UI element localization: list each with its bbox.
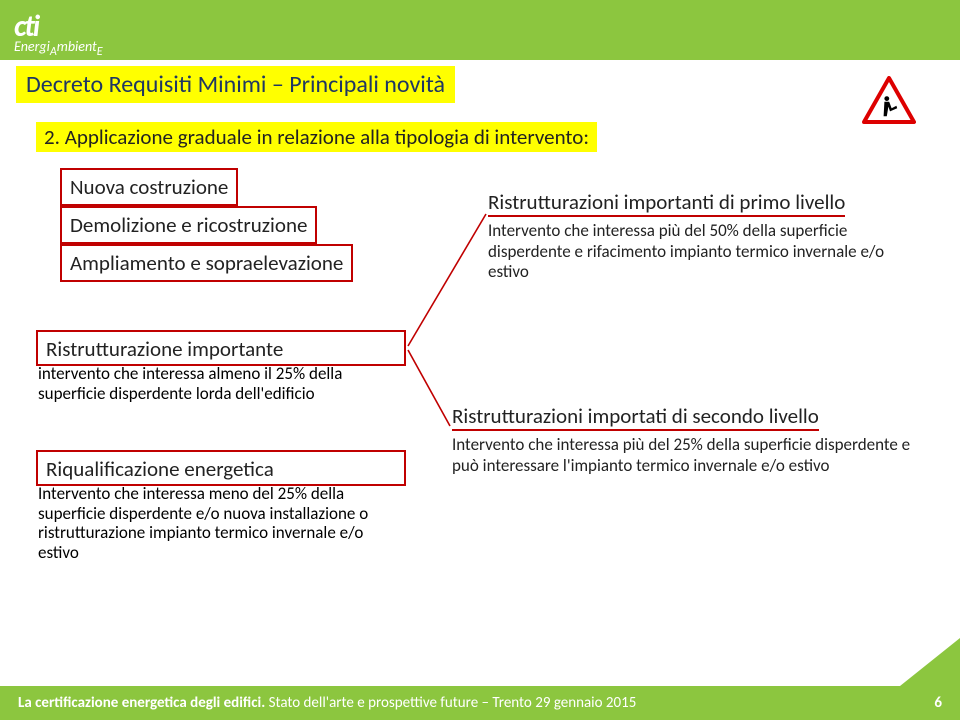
right-title: Ristrutturazioni importanti di primo liv… [488, 190, 845, 217]
right-body: Intervento che interessa più del 25% del… [452, 435, 912, 476]
intro-text: 2. Applicazione graduale in relazione al… [36, 122, 597, 152]
box-title: Ristrutturazione importante [46, 336, 396, 362]
footer-rest: Stato dell'arte e prospettive future – T… [265, 694, 636, 712]
footer-bar: La certificazione energetica degli edifi… [0, 686, 960, 720]
box-riqualificazione-body: Intervento che interessa meno del 25% de… [38, 484, 408, 562]
right-title: Ristrutturazioni importati di secondo li… [452, 404, 819, 431]
sublogo-part: Energi [14, 38, 50, 55]
right-body: Intervento che interessa più del 50% del… [488, 221, 908, 282]
box-ristrutturazione-body: intervento che interessa almeno il 25% d… [38, 364, 408, 403]
page-number: 6 [934, 694, 942, 712]
header-bar [0, 0, 960, 60]
footer-text: La certificazione energetica degli edifi… [18, 694, 636, 712]
right-block-primo-livello: Ristrutturazioni importanti di primo liv… [488, 190, 908, 282]
sublogo-part: E [97, 45, 103, 59]
box-demolizione: Demolizione e ricostruzione [60, 206, 317, 244]
sublogo-part: A [50, 45, 57, 59]
box-nuova-costruzione: Nuova costruzione [60, 168, 238, 206]
slide: cti EnergiAmbientE Decreto Requisiti Min… [0, 0, 960, 720]
right-block-secondo-livello: Ristrutturazioni importati di secondo li… [452, 404, 912, 476]
corner-triangle [900, 638, 960, 686]
page-title: Decreto Requisiti Minimi – Principali no… [16, 66, 455, 103]
warning-icon [862, 76, 916, 124]
box-title: Riqualificazione energetica [46, 456, 396, 482]
box-riqualificazione: Riqualificazione energetica [36, 450, 406, 486]
box-ristrutturazione-importante: Ristrutturazione importante [36, 330, 406, 366]
box-ampliamento: Ampliamento e sopraelevazione [60, 244, 353, 282]
footer-strong: La certificazione energetica degli edifi… [18, 694, 265, 712]
logo-subtitle: EnergiAmbientE [14, 38, 103, 59]
sublogo-part: mbient [57, 38, 97, 55]
